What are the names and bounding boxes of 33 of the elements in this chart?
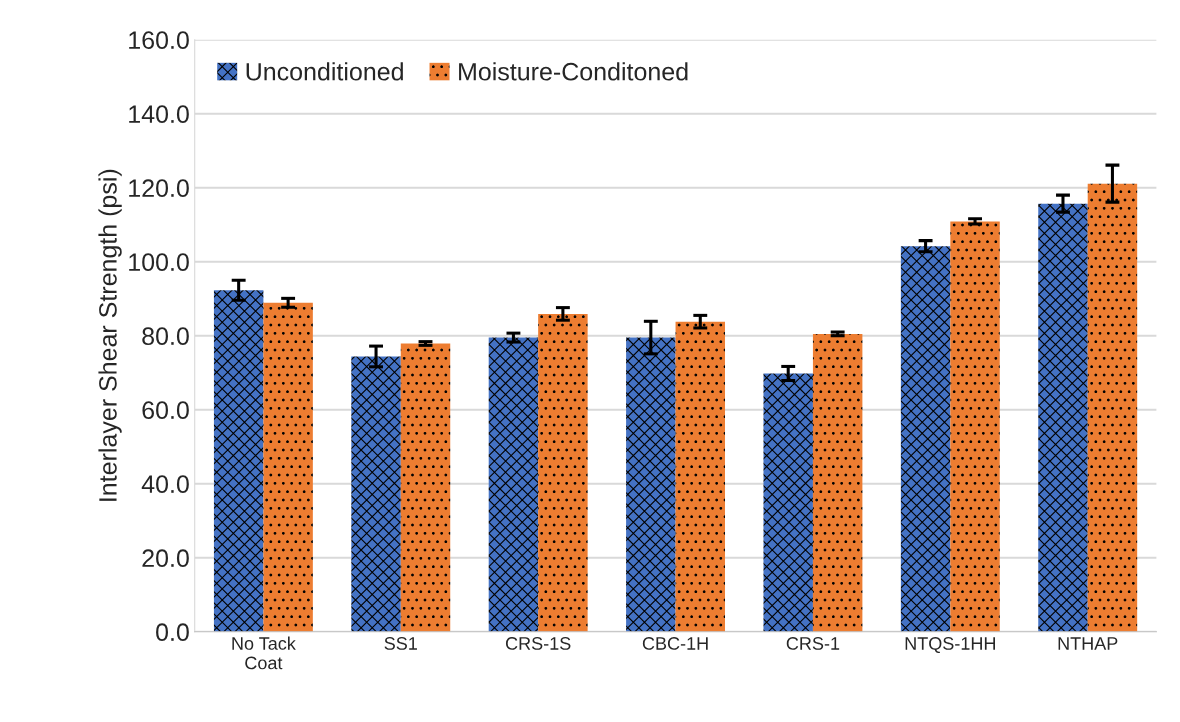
- bar: [675, 321, 726, 632]
- x-tick-label: CRS-1: [786, 637, 840, 650]
- y-axis-title: Interlayer Shear Strength (psi): [98, 169, 122, 501]
- bar: [812, 333, 863, 632]
- legend-label: Unconditioned: [246, 62, 403, 81]
- bar: [400, 343, 451, 632]
- x-tick-label: No Tack Coat: [232, 636, 296, 670]
- bar: [626, 337, 676, 632]
- bar: [263, 302, 313, 632]
- bar: [351, 356, 401, 632]
- y-tick-label: 120.0: [129, 179, 189, 198]
- x-tick-label: NTQS-1HH: [905, 637, 995, 654]
- y-tick-label: 140.0: [129, 105, 189, 124]
- bar: [763, 373, 813, 632]
- x-tick-label: CRS-1S: [505, 637, 571, 650]
- bar: [900, 246, 951, 632]
- y-tick-label: 60.0: [142, 401, 189, 420]
- y-tick-label: 100.0: [129, 253, 189, 272]
- bar: [538, 313, 588, 632]
- legend-label: Moisture-Conditoned: [459, 62, 688, 81]
- bar: [1087, 183, 1138, 632]
- y-tick-label: 40.0: [141, 475, 189, 494]
- bar: [213, 290, 264, 632]
- y-tick-label: 0.0: [156, 623, 189, 642]
- y-tick-label: 20.0: [142, 549, 189, 568]
- y-tick-label: 160.0: [129, 31, 189, 50]
- x-tick-label: CBC-1H: [642, 637, 708, 650]
- y-tick-label: 80.0: [142, 327, 189, 346]
- bar: [488, 337, 539, 632]
- x-tick-label: SS1: [384, 637, 417, 650]
- x-tick-label: NTHAP: [1058, 637, 1118, 650]
- bar: [950, 221, 1000, 632]
- bar: [1038, 203, 1088, 632]
